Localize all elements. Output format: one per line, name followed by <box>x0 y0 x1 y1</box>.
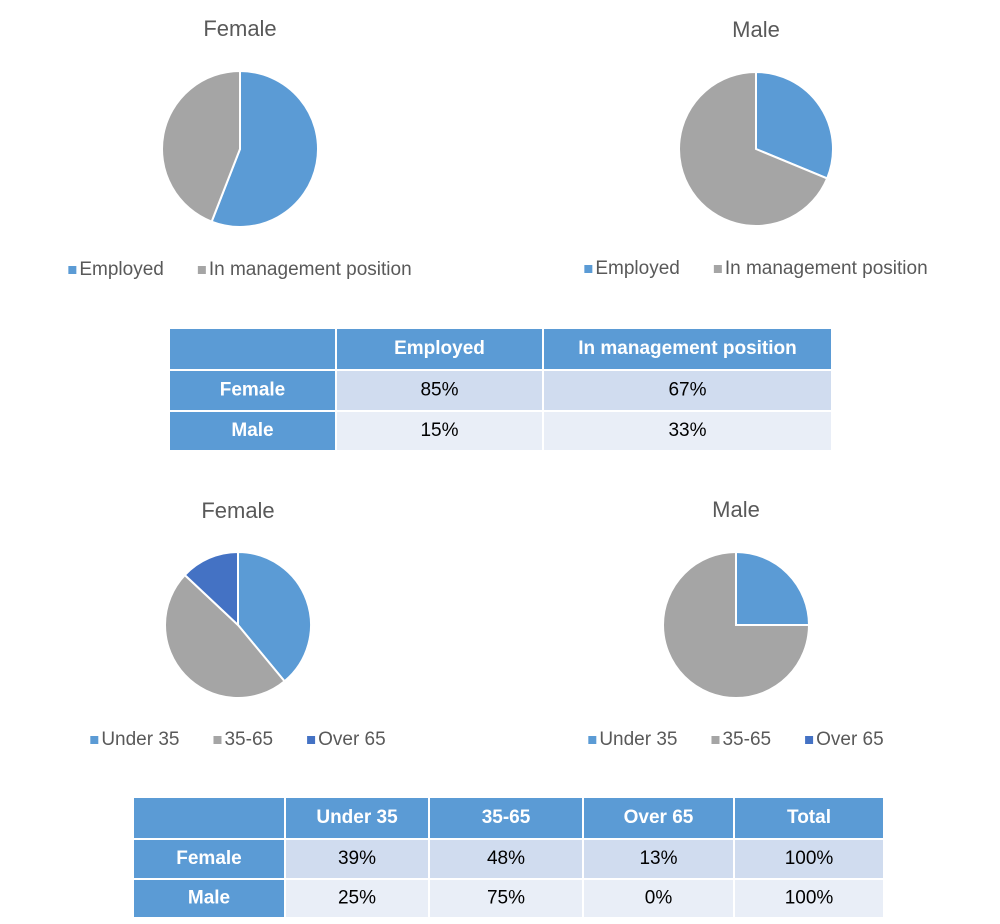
legend-label: 35-65 <box>224 729 273 750</box>
table-value: 33% <box>668 420 706 441</box>
table-cell <box>337 412 542 450</box>
chart-title: Male <box>732 17 780 42</box>
table-cell <box>170 329 335 369</box>
table-cell <box>735 840 883 878</box>
table-cell <box>337 329 542 369</box>
table-cell <box>430 840 582 878</box>
table-cell <box>134 840 284 878</box>
table-cell <box>170 412 335 450</box>
legend-label: In management position <box>209 259 412 280</box>
table-header: Total <box>787 807 831 828</box>
legend: Employed In management position <box>68 259 412 280</box>
legend-swatch <box>711 736 720 744</box>
legend-label: Employed <box>79 259 164 280</box>
table-cell <box>584 798 733 838</box>
pie-slice <box>755 70 834 180</box>
pie-slice <box>678 70 829 227</box>
legend-label: Over 65 <box>318 729 386 750</box>
table-cell <box>286 798 428 838</box>
legend: Under 35 35-65 Over 65 <box>90 729 386 750</box>
table-cell <box>170 371 335 410</box>
legend-label: Over 65 <box>816 729 884 750</box>
chart-title: Female <box>201 498 274 523</box>
legend-swatch <box>805 736 814 744</box>
pie-slice <box>662 550 811 699</box>
pie-slice <box>210 69 319 228</box>
row-header: Female <box>220 380 285 401</box>
legend-swatch <box>68 266 77 274</box>
table-value: 25% <box>338 888 376 909</box>
pie-slice <box>183 550 239 628</box>
chart-title: Female <box>203 16 276 41</box>
table-cell <box>286 880 428 917</box>
legend-label: Under 35 <box>599 729 677 750</box>
legend-label: In management position <box>725 258 928 279</box>
pie-slice <box>735 550 811 626</box>
pie-slice <box>161 69 241 223</box>
table-cell <box>430 798 582 838</box>
table-header: 35-65 <box>482 807 531 828</box>
table-header: In management position <box>578 338 797 359</box>
table-value: 39% <box>338 848 376 869</box>
table-value: 75% <box>487 888 525 909</box>
legend-swatch <box>307 736 316 744</box>
table-cell <box>430 880 582 917</box>
table-value: 15% <box>420 420 458 441</box>
table-value: 100% <box>785 848 834 869</box>
chart-title: Male <box>712 497 760 522</box>
legend-swatch <box>197 266 206 274</box>
table-cell <box>286 840 428 878</box>
table-value: 0% <box>645 888 673 909</box>
table-cell <box>735 798 883 838</box>
table-cell <box>544 412 831 450</box>
pie-slice <box>237 550 312 683</box>
table-value: 100% <box>785 888 834 909</box>
table-cell <box>134 880 284 917</box>
table-cell <box>544 371 831 410</box>
row-header: Male <box>231 420 273 441</box>
table-value: 85% <box>420 380 458 401</box>
legend-label: Under 35 <box>101 729 179 750</box>
table-cell <box>544 329 831 369</box>
table-header: Employed <box>394 338 485 359</box>
legend: Under 35 35-65 Over 65 <box>588 729 884 750</box>
table-cell <box>134 798 284 838</box>
table-cell <box>584 840 733 878</box>
legend: Employed In management position <box>584 258 928 279</box>
table-header: Under 35 <box>316 807 398 828</box>
legend-swatch <box>213 736 222 744</box>
table-value: 48% <box>487 848 525 869</box>
table-cell <box>337 371 542 410</box>
legend-label: 35-65 <box>722 729 771 750</box>
legend-swatch <box>713 265 722 273</box>
legend-swatch <box>588 736 597 744</box>
row-header: Male <box>188 888 230 909</box>
table-cell <box>735 880 883 917</box>
table-value: 67% <box>668 380 706 401</box>
legend-swatch <box>584 265 593 273</box>
legend-label: Employed <box>595 258 680 279</box>
table-header: Over 65 <box>624 807 694 828</box>
row-header: Female <box>176 848 241 869</box>
table-cell <box>584 880 733 917</box>
pie-slice <box>164 573 286 699</box>
legend-swatch <box>90 736 99 744</box>
table-value: 13% <box>639 848 677 869</box>
